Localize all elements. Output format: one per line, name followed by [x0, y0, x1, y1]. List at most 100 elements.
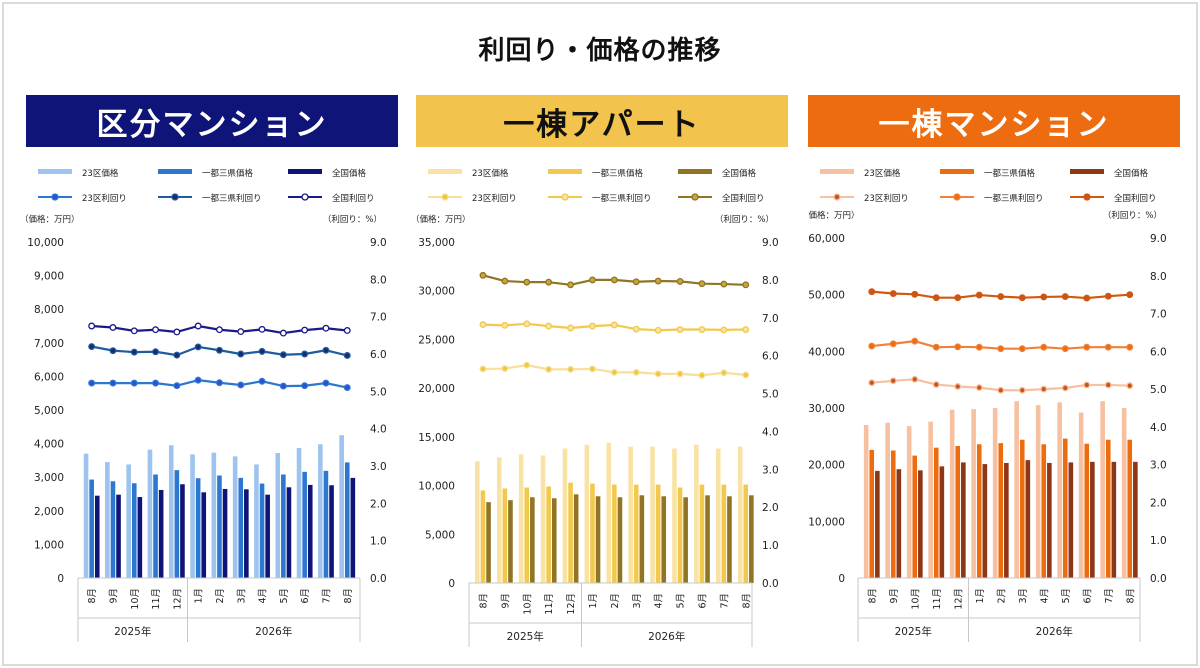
bar-zenkoku-price [265, 494, 270, 578]
bar-zenkoku-price [683, 497, 688, 583]
bar-23ku-price [475, 461, 480, 583]
bar-ittosanken-price [344, 462, 350, 578]
point-ittosanken-yield [889, 340, 897, 348]
point-23ku-yield [523, 361, 531, 369]
y-left-tick-label: 10,000 [418, 481, 455, 493]
point-ittosanken-yield [501, 321, 509, 329]
point-zenkoku-yield [545, 278, 553, 286]
x-tick-label: 4月 [654, 593, 665, 609]
y-right-tick-label: 6.0 [762, 351, 779, 363]
point-23ku-yield [720, 369, 728, 377]
x-tick-label: 7月 [321, 588, 332, 604]
bar-ittosanken-price [721, 484, 727, 583]
y-right-tick-label: 2.0 [1150, 497, 1167, 509]
point-23ku-yield [194, 376, 202, 384]
point-23ku-yield [301, 382, 309, 390]
legend-swatch-price [158, 169, 192, 174]
legend-label-yield: 一都三県利回り [984, 193, 1044, 204]
bar-23ku-price [737, 446, 743, 583]
bar-23ku-price [949, 409, 955, 578]
point-ittosanken-yield [545, 322, 553, 330]
point-ittosanken-yield [258, 347, 266, 355]
x-tick-label: 8月 [741, 593, 752, 609]
bar-ittosanken-price [1062, 438, 1068, 578]
point-ittosanken-yield [1018, 345, 1026, 353]
point-zenkoku-yield [301, 326, 309, 334]
point-23ku-yield [215, 379, 223, 387]
x-tick-label: 3月 [236, 588, 247, 604]
point-ittosanken-yield [215, 346, 223, 354]
x-tick-label: 5月 [1061, 588, 1072, 604]
legend-label-price: 23区価格 [472, 168, 509, 179]
bar-23ku-price [863, 425, 869, 578]
bar-ittosanken-price [131, 483, 137, 578]
y-left-tick-label: 10,000 [27, 237, 64, 249]
y-left-tick-label: 25,000 [418, 334, 455, 346]
point-23ku-yield [1126, 382, 1134, 390]
chart-svg: 23区価格 一都三県価格 全国価格 23区利回り 一都三県利回り 全国利回り （価格：万円）… [808, 168, 1167, 642]
bar-ittosanken-price [302, 471, 307, 578]
y-right-tick-label: 2.0 [762, 502, 779, 514]
y-right-tick-label: 0.0 [370, 573, 387, 585]
bar-zenkoku-price [982, 464, 988, 578]
point-23ku-yield [88, 379, 96, 387]
bar-ittosanken-price [890, 450, 896, 578]
y-right-tick-label: 4.0 [1150, 422, 1167, 434]
panel-kubun-mansion: 区分マンション 23区価格 一都三県価格 全国価格 23区利回り 一都三県利回り 全国利回… [26, 95, 398, 655]
y-right-tick-label: 1.0 [370, 536, 387, 548]
x-tick-label: 8月 [478, 593, 489, 609]
point-zenkoku-yield [322, 324, 330, 332]
point-ittosanken-yield [698, 326, 706, 333]
point-zenkoku-yield [152, 326, 159, 334]
point-23ku-yield [279, 382, 287, 390]
bar-zenkoku-price [329, 485, 334, 578]
year-group-label: 2025年 [895, 625, 932, 638]
bar-ittosanken-price [259, 483, 265, 578]
legend-label-yield: 23区利回り [472, 193, 517, 204]
x-tick-label: 3月 [632, 593, 643, 609]
point-23ku-yield [567, 365, 574, 373]
point-ittosanken-yield [301, 350, 309, 358]
bar-zenkoku-price [1047, 462, 1052, 578]
x-tick-label: 5月 [676, 593, 687, 609]
x-tick-label: 9月 [108, 588, 119, 604]
bar-zenkoku-price [1068, 462, 1074, 578]
bar-23ku-price [105, 462, 110, 578]
point-23ku-yield [237, 381, 245, 389]
bar-23ku-price [190, 454, 195, 578]
bar-23ku-price [254, 464, 259, 578]
point-zenkoku-yield [479, 271, 487, 279]
bar-zenkoku-price [350, 477, 356, 578]
point-23ku-yield [932, 381, 940, 389]
bar-zenkoku-price [961, 462, 966, 578]
point-ittosanken-yield [237, 350, 245, 358]
point-zenkoku-yield [1018, 294, 1026, 302]
y-right-tick-label: 8.0 [370, 274, 387, 286]
bar-23ku-price [339, 435, 344, 578]
x-tick-label: 1月 [588, 593, 599, 609]
point-23ku-yield [868, 379, 876, 387]
y-left-tick-label: 0 [448, 578, 455, 590]
bar-23ku-price [1035, 405, 1041, 578]
point-zenkoku-yield [588, 276, 596, 284]
bar-zenkoku-price [1090, 461, 1095, 578]
point-ittosanken-yield [523, 320, 531, 328]
x-tick-label: 11月 [151, 588, 162, 610]
bar-ittosanken-price [546, 486, 551, 583]
y-left-tick-label: 3,000 [34, 472, 64, 484]
year-group-label: 2025年 [114, 625, 151, 638]
bar-23ku-price [584, 444, 590, 583]
point-zenkoku-yield [654, 277, 662, 285]
legend-marker-yield [1083, 193, 1091, 201]
point-23ku-yield [975, 384, 983, 392]
bar-zenkoku-price [918, 470, 923, 578]
bar-23ku-price [83, 453, 89, 578]
point-zenkoku-yield [279, 329, 287, 337]
point-ittosanken-yield [954, 343, 962, 351]
y-left-tick-label: 30,000 [808, 403, 845, 415]
y-right-tick-label: 9.0 [370, 237, 387, 249]
bar-ittosanken-price [869, 449, 875, 578]
point-zenkoku-yield [88, 322, 96, 330]
bar-ittosanken-price [998, 443, 1004, 578]
point-ittosanken-yield [279, 351, 287, 359]
